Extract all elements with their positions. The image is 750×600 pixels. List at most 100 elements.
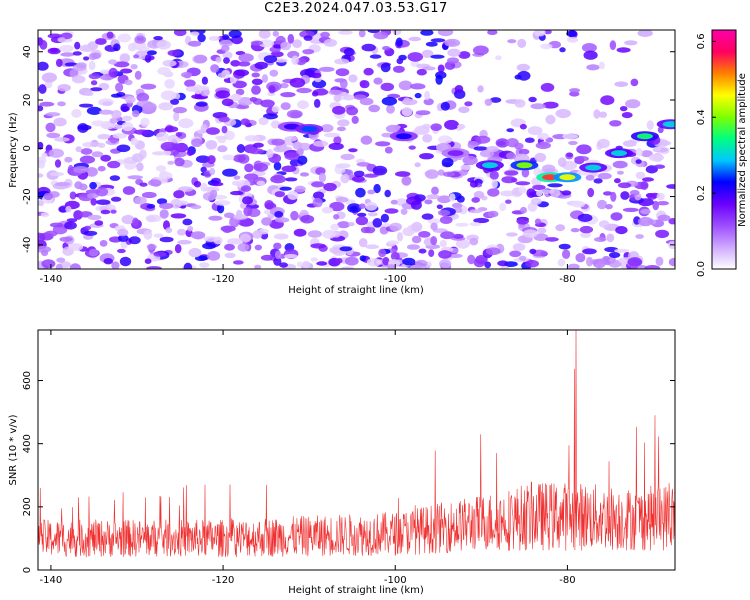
spectrogram-noise-blob — [415, 110, 431, 116]
spectrogram-noise-blob — [310, 243, 326, 249]
spectrogram-noise-blob — [343, 47, 355, 57]
spectrogram-noise-blob — [373, 183, 381, 194]
spectrogram-noise-blob — [448, 253, 463, 258]
spectrogram-noise-blob — [89, 181, 97, 190]
spectrogram-noise-blob — [456, 195, 465, 203]
spectrogram-noise-blob — [66, 218, 78, 223]
spectrogram-noise-blob — [284, 136, 298, 142]
spectrogram-noise-blob — [454, 85, 464, 93]
spectrogram-image — [38, 30, 675, 269]
spectrogram-noise-blob — [69, 191, 77, 200]
spectrogram-noise-blob — [222, 34, 230, 40]
spectrogram-noise-blob — [624, 40, 638, 46]
spectrogram-noise-blob — [323, 182, 337, 192]
spectrogram-noise-blob — [244, 163, 254, 173]
spectrogram-noise-blob — [268, 85, 276, 94]
spectrogram-noise-blob — [321, 206, 334, 214]
spectrogram-noise-blob — [213, 194, 228, 200]
spectrogram-noise-blob — [438, 135, 453, 144]
spectrogram-noise-blob — [411, 235, 422, 244]
spectrogram-noise-blob — [187, 225, 194, 232]
spectrogram-noise-blob — [518, 186, 527, 194]
spectrogram-ridge-point — [301, 126, 318, 132]
snr-frame — [37, 329, 676, 571]
spectrogram-noise-blob — [509, 250, 522, 258]
spectrogram-noise-blob — [311, 181, 325, 188]
spectrogram-noise-blob — [40, 212, 50, 218]
spectrogram-noise-blob — [249, 97, 258, 102]
y-tick-label: 20 — [22, 94, 33, 107]
spectrogram-noise-blob — [333, 135, 342, 145]
spectrogram-noise-blob — [39, 40, 48, 50]
spectrogram-noise-blob — [80, 148, 93, 155]
spectrogram-noise-blob — [136, 92, 150, 103]
spectrogram-noise-blob — [491, 179, 498, 189]
spectrogram-noise-blob — [334, 58, 350, 65]
spectrogram-noise-blob — [421, 213, 434, 220]
y-tick-label: 0 — [22, 145, 33, 151]
spectrogram-noise-blob — [340, 173, 350, 184]
spectrogram-noise-blob — [356, 162, 371, 167]
spectrogram-noise-blob — [38, 232, 46, 242]
spectrogram-noise-blob — [460, 164, 472, 171]
spectrogram-noise-blob — [238, 217, 254, 227]
spectrogram-noise-blob — [200, 182, 208, 192]
spectrogram-noise-blob — [41, 259, 56, 269]
spectrogram-noise-blob — [444, 119, 459, 130]
spectrogram-noise-blob — [439, 216, 453, 224]
spectrogram-noise-blob — [214, 200, 231, 206]
spectrogram-noise-blob — [534, 218, 542, 225]
spectrogram-noise-blob — [484, 261, 492, 269]
spectrogram-noise-blob — [597, 199, 607, 210]
spectrogram-noise-blob — [642, 177, 654, 182]
spectrogram-noise-blob — [340, 266, 355, 269]
spectrogram-noise-blob — [240, 118, 250, 126]
spectrogram-noise-blob — [359, 255, 367, 262]
spectrogram-noise-blob — [312, 140, 328, 147]
spectrogram-noise-blob — [430, 236, 438, 246]
spectrogram-noise-blob — [577, 213, 593, 222]
spectrogram-noise-blob — [324, 132, 340, 138]
spectrogram-noise-blob — [185, 86, 199, 92]
spectrogram-noise-blob — [273, 242, 282, 250]
x-tick-label: -120 — [212, 575, 235, 586]
spectrogram-noise-blob — [94, 220, 104, 226]
spectrogram-noise-blob — [576, 144, 592, 155]
spectrogram-noise-blob — [579, 225, 594, 234]
spectrogram-noise-blob — [668, 257, 675, 267]
spectrogram-noise-blob — [299, 172, 310, 177]
spectrogram-noise-blob — [336, 126, 346, 132]
spectrogram-noise-blob — [67, 164, 74, 175]
spectrogram-noise-blob — [574, 155, 589, 162]
spectrogram-noise-blob — [614, 248, 630, 253]
spectrogram-noise-blob — [97, 165, 106, 172]
spectrogram-noise-blob — [230, 60, 241, 67]
spectrogram-noise-blob — [606, 233, 615, 243]
spectrogram-noise-blob — [291, 55, 299, 65]
spectrogram-noise-blob — [335, 196, 349, 203]
spectrogram-noise-blob — [209, 167, 216, 176]
spectrogram-noise-blob — [72, 166, 89, 174]
spectrogram-noise-blob — [143, 229, 153, 240]
spectrogram-noise-blob — [144, 258, 152, 265]
spectrogram-noise-blob — [435, 74, 443, 85]
spectrogram-noise-blob — [132, 217, 139, 227]
spectrogram-noise-blob — [124, 96, 136, 104]
spectrogram-y-ticks: -40 -20 0 20 40 — [22, 45, 675, 253]
spectrogram-noise-blob — [333, 94, 342, 103]
spectrogram-noise-blob — [38, 246, 52, 253]
spectrogram-noise-blob — [395, 37, 403, 47]
spectrogram-noise-blob — [559, 47, 566, 53]
spectrogram-noise-blob — [287, 190, 299, 200]
spectrogram-noise-blob — [600, 95, 615, 106]
spectrogram-noise-blob — [317, 88, 327, 93]
spectrogram-noise-blob — [514, 99, 526, 108]
spectrogram-noise-blob — [72, 51, 82, 56]
spectrogram-noise-blob — [132, 110, 140, 118]
spectrogram-noise-blob — [401, 175, 412, 186]
spectrogram-noise-blob — [540, 43, 553, 50]
spectrogram-noise-blob — [203, 236, 219, 242]
spectrogram-noise-blob — [340, 153, 355, 161]
spectrogram-noise-blob — [279, 82, 289, 89]
spectrogram-noise-blob — [597, 172, 612, 180]
